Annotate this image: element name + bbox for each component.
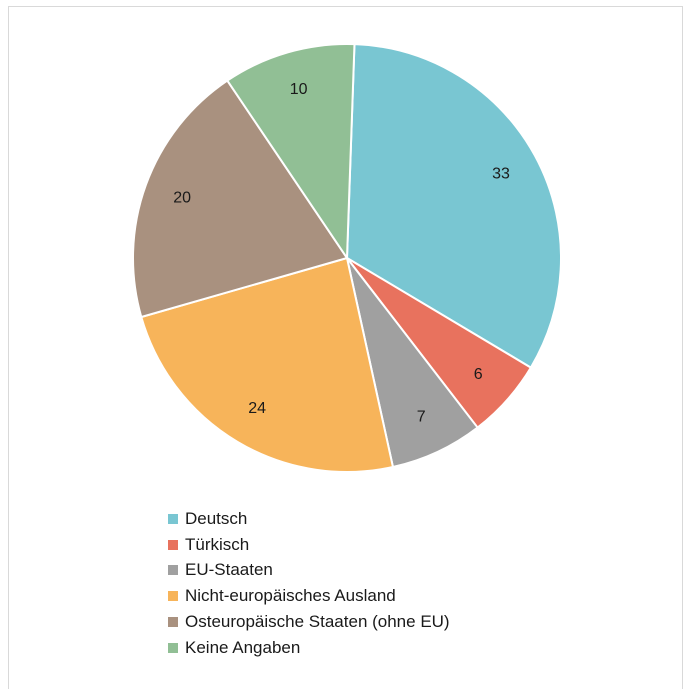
pie-data-labels: 33 6 7 24 20 10 — [173, 81, 510, 426]
legend-swatch — [168, 642, 178, 653]
legend-swatch — [168, 617, 178, 628]
legend-label: Nicht-europäisches Ausland — [185, 586, 396, 606]
legend-swatch — [168, 513, 178, 524]
legend-swatch — [168, 539, 178, 550]
data-label-deutsch: 33 — [492, 166, 510, 183]
legend-label: EU-Staaten — [185, 560, 273, 580]
pie-slice-nicht-europaeisches-ausland — [140, 257, 394, 473]
legend-item-eu-staaten: EU-Staaten — [168, 558, 450, 584]
data-label-tuerkisch: 6 — [474, 366, 483, 383]
legend-swatch — [168, 591, 178, 602]
pie-slices — [132, 43, 562, 473]
chart-legend: Deutsch Türkisch EU-Staaten Nicht-europäisc… — [168, 506, 450, 661]
legend-item-osteuropaeische-staaten-ohne-eu: Osteuropäische Staaten (ohne EU) — [168, 609, 450, 635]
data-label-eu-staaten: 7 — [417, 409, 426, 426]
legend-item-nicht-europaeisches-ausland: Nicht-europäisches Ausland — [168, 583, 450, 609]
legend-label: Osteuropäische Staaten (ohne EU) — [185, 612, 450, 632]
pie-slice-keine-angaben — [226, 43, 356, 259]
data-label-nicht-europaeisches-ausland: 24 — [248, 400, 266, 417]
pie-slice-deutsch — [346, 43, 562, 369]
legend-item-tuerkisch: Türkisch — [168, 532, 450, 558]
legend-label: Deutsch — [185, 508, 248, 528]
data-label-osteuropaeische-staaten-ohne-eu: 20 — [173, 189, 191, 206]
data-label-keine-angaben: 10 — [290, 81, 308, 98]
legend-label: Türkisch — [185, 534, 250, 554]
legend-item-deutsch: Deutsch — [168, 506, 450, 532]
pie-chart: 33 6 7 24 20 10 — [132, 43, 562, 473]
legend-swatch — [168, 565, 178, 576]
legend-item-keine-angaben: Keine Angaben — [168, 635, 450, 661]
legend-label: Keine Angaben — [185, 637, 301, 657]
pie-slice-osteuropaeische-staaten-ohne-eu — [132, 79, 348, 318]
